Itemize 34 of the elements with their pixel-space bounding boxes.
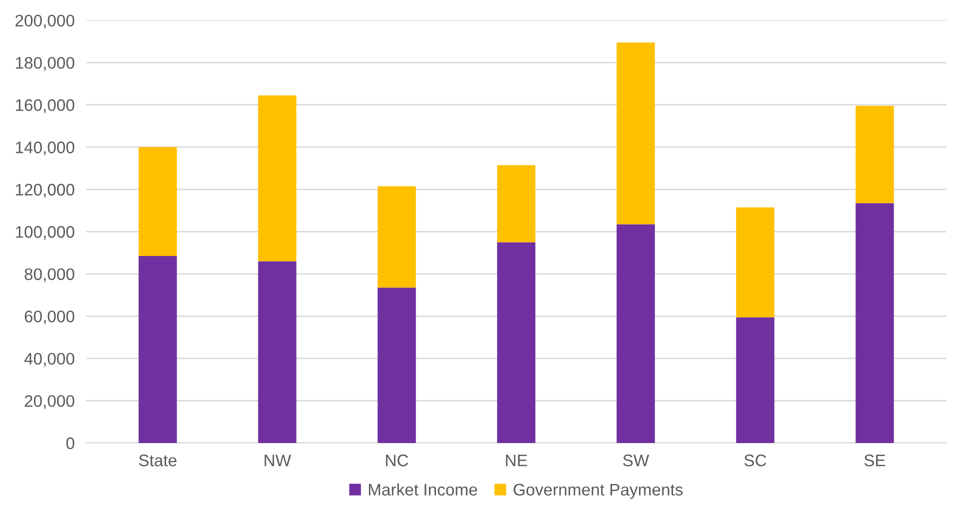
- x-tick-label: SE: [864, 454, 886, 466]
- bar: [138, 147, 177, 256]
- x-tick-label: NE: [506, 454, 528, 466]
- legend-label: Government Payments: [514, 484, 683, 499]
- y-tick-label: 60,000: [24, 310, 74, 324]
- y-tick-label: 200,000: [16, 14, 74, 28]
- bar: [258, 261, 296, 443]
- bar: [258, 95, 296, 262]
- legend-label: Market Income: [368, 483, 478, 496]
- y-tick-label: 160,000: [16, 99, 74, 114]
- bar: [736, 317, 774, 443]
- x-tick-label: SW: [623, 454, 650, 466]
- bar: [378, 186, 416, 288]
- y-tick-label: 180,000: [16, 56, 74, 71]
- x-tick-label: NW: [264, 454, 292, 466]
- y-tick-label: 120,000: [16, 184, 74, 198]
- bar: [856, 203, 894, 443]
- bar: [736, 207, 774, 318]
- bar: [616, 224, 655, 443]
- bar: [616, 42, 655, 224]
- bar: [856, 106, 894, 204]
- x-tick-label: State: [139, 454, 176, 466]
- y-tick-label: 140,000: [16, 142, 74, 156]
- bar: [497, 242, 536, 443]
- y-tick-label: 0: [66, 437, 74, 450]
- x-tick-label: NC: [386, 454, 408, 466]
- bar: [138, 256, 177, 443]
- y-tick-label: 80,000: [24, 268, 74, 282]
- y-tick-label: 20,000: [24, 395, 74, 409]
- bar: [378, 288, 416, 443]
- bar: [497, 165, 536, 242]
- x-tick-label: SC: [744, 454, 766, 466]
- y-tick-label: 40,000: [24, 352, 74, 367]
- y-tick-label: 100,000: [16, 226, 74, 240]
